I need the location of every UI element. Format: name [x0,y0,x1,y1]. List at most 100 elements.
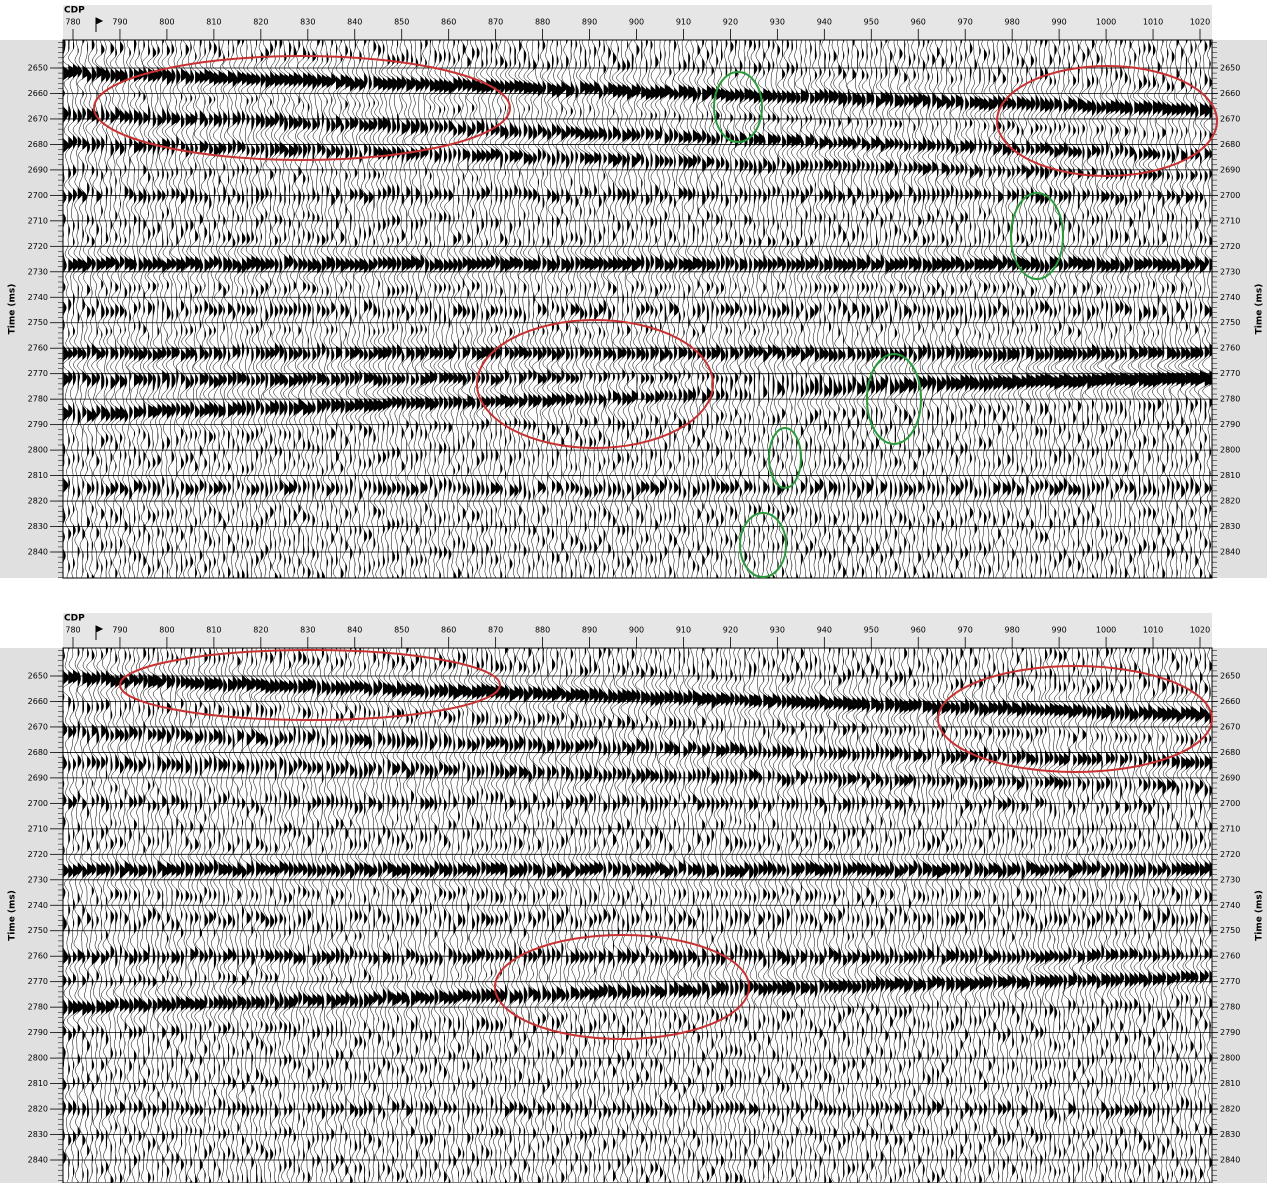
trace-wiggle [705,40,718,578]
trace-wiggle [161,40,174,578]
trace-fill [500,648,507,1183]
trace-wiggle [1133,648,1146,1183]
trace-wiggle [208,648,221,1183]
trace-wiggle [908,648,921,1183]
cdp-tick-label: 870 [488,18,503,27]
trace-wiggle [926,40,939,578]
time-tick-label: 2810 [1220,1079,1240,1088]
time-tick-label: 2780 [1220,1003,1240,1012]
trace-wiggle [1110,648,1122,1183]
trace-wiggle [917,40,930,578]
trace-wiggle [725,40,736,578]
trace-wiggle [730,648,741,1183]
trace-wiggle [556,648,567,1183]
trace-wiggle [878,40,892,578]
cdp-tick-label: 900 [629,18,644,27]
trace-wiggle [471,40,484,578]
trace-wiggle [1180,648,1194,1183]
trace-fill [472,40,480,578]
cdp-tick-label: 780 [65,18,80,27]
trace-wiggle [828,648,841,1183]
trace-fill [861,648,869,1183]
trace-wiggle [377,40,390,578]
trace-wiggle [1198,40,1212,578]
trace-wiggle [1015,648,1029,1183]
trace-wiggle [992,648,1006,1183]
annotation-ellipse [866,353,922,445]
trace-wiggle [912,648,925,1183]
cdp-tick-label: 980 [1005,626,1020,635]
trace-wiggle [1121,40,1140,578]
trace-wiggle [339,40,353,578]
trace-wiggle [476,648,488,1183]
trace-wiggle [541,40,554,578]
trace-wiggle [649,40,662,578]
trace-wiggle [701,648,714,1183]
trace-fill [1045,40,1054,578]
trace-wiggle [1190,648,1203,1183]
trace-wiggle [654,40,668,578]
trace-wiggle [499,40,512,578]
trace-fill [1153,40,1161,578]
trace-wiggle [574,40,587,578]
cdp-tick-label: 1020 [1190,626,1210,635]
trace-wiggle [317,648,328,1183]
time-tick-label: 2770 [28,369,48,378]
trace-fill [406,648,412,1183]
trace-wiggle [537,648,548,1183]
trace-wiggle [410,40,423,578]
trace-wiggle [626,648,639,1183]
trace-fill [758,648,764,1183]
trace-wiggle [566,648,578,1183]
trace-fill [1002,648,1009,1183]
time-tick-label: 2830 [1220,522,1240,531]
trace-wiggle [237,40,249,578]
trace-wiggle [423,40,437,578]
trace-wiggle [350,648,361,1183]
trace-fill [1063,648,1070,1183]
trace-wiggle [641,40,653,578]
trace-fill [1049,648,1056,1183]
position-marker [95,625,104,640]
trace-wiggle [63,648,76,1183]
trace-fill [284,40,291,578]
trace-wiggle [875,648,887,1183]
trace-fill [185,40,192,578]
trace-wiggle [824,648,836,1183]
trace-wiggle [791,648,804,1183]
trace-wiggle [1129,648,1140,1183]
trace-wiggle [1048,648,1063,1182]
time-tick-label: 2790 [28,420,48,429]
trace-wiggle [1054,40,1073,578]
trace-wiggle [91,40,104,578]
trace-fill [913,648,920,1183]
trace-wiggle [1147,648,1160,1183]
trace-fill [317,40,324,578]
trace-wiggle [1137,40,1152,578]
trace-wiggle [347,40,363,578]
trace-wiggle [260,648,272,1183]
trace-fill [411,648,419,1183]
cdp-tick-label: 1020 [1190,18,1210,27]
trace-wiggle [738,40,753,578]
trace-wiggle [452,648,466,1183]
trace-wiggle [245,40,258,578]
trace-fill [603,648,609,1183]
trace-fill [293,40,301,578]
trace-wiggle [1077,648,1088,1183]
trace-fill [955,648,962,1183]
trace-wiggle [683,648,694,1183]
trace-wiggle [203,648,218,1183]
trace-wiggle [355,648,365,1183]
trace-fill [861,40,867,578]
trace-wiggle [1162,648,1175,1183]
trace-wiggle [475,40,489,578]
trace-wiggle [790,40,803,578]
trace-wiggle [676,40,692,578]
trace-wiggle [513,648,525,1183]
trace-wiggle [353,40,368,578]
trace-wiggle [176,648,188,1183]
cdp-tick-label: 790 [112,626,127,635]
trace-fill [458,648,466,1183]
cdp-tick-label: 960 [911,18,926,27]
